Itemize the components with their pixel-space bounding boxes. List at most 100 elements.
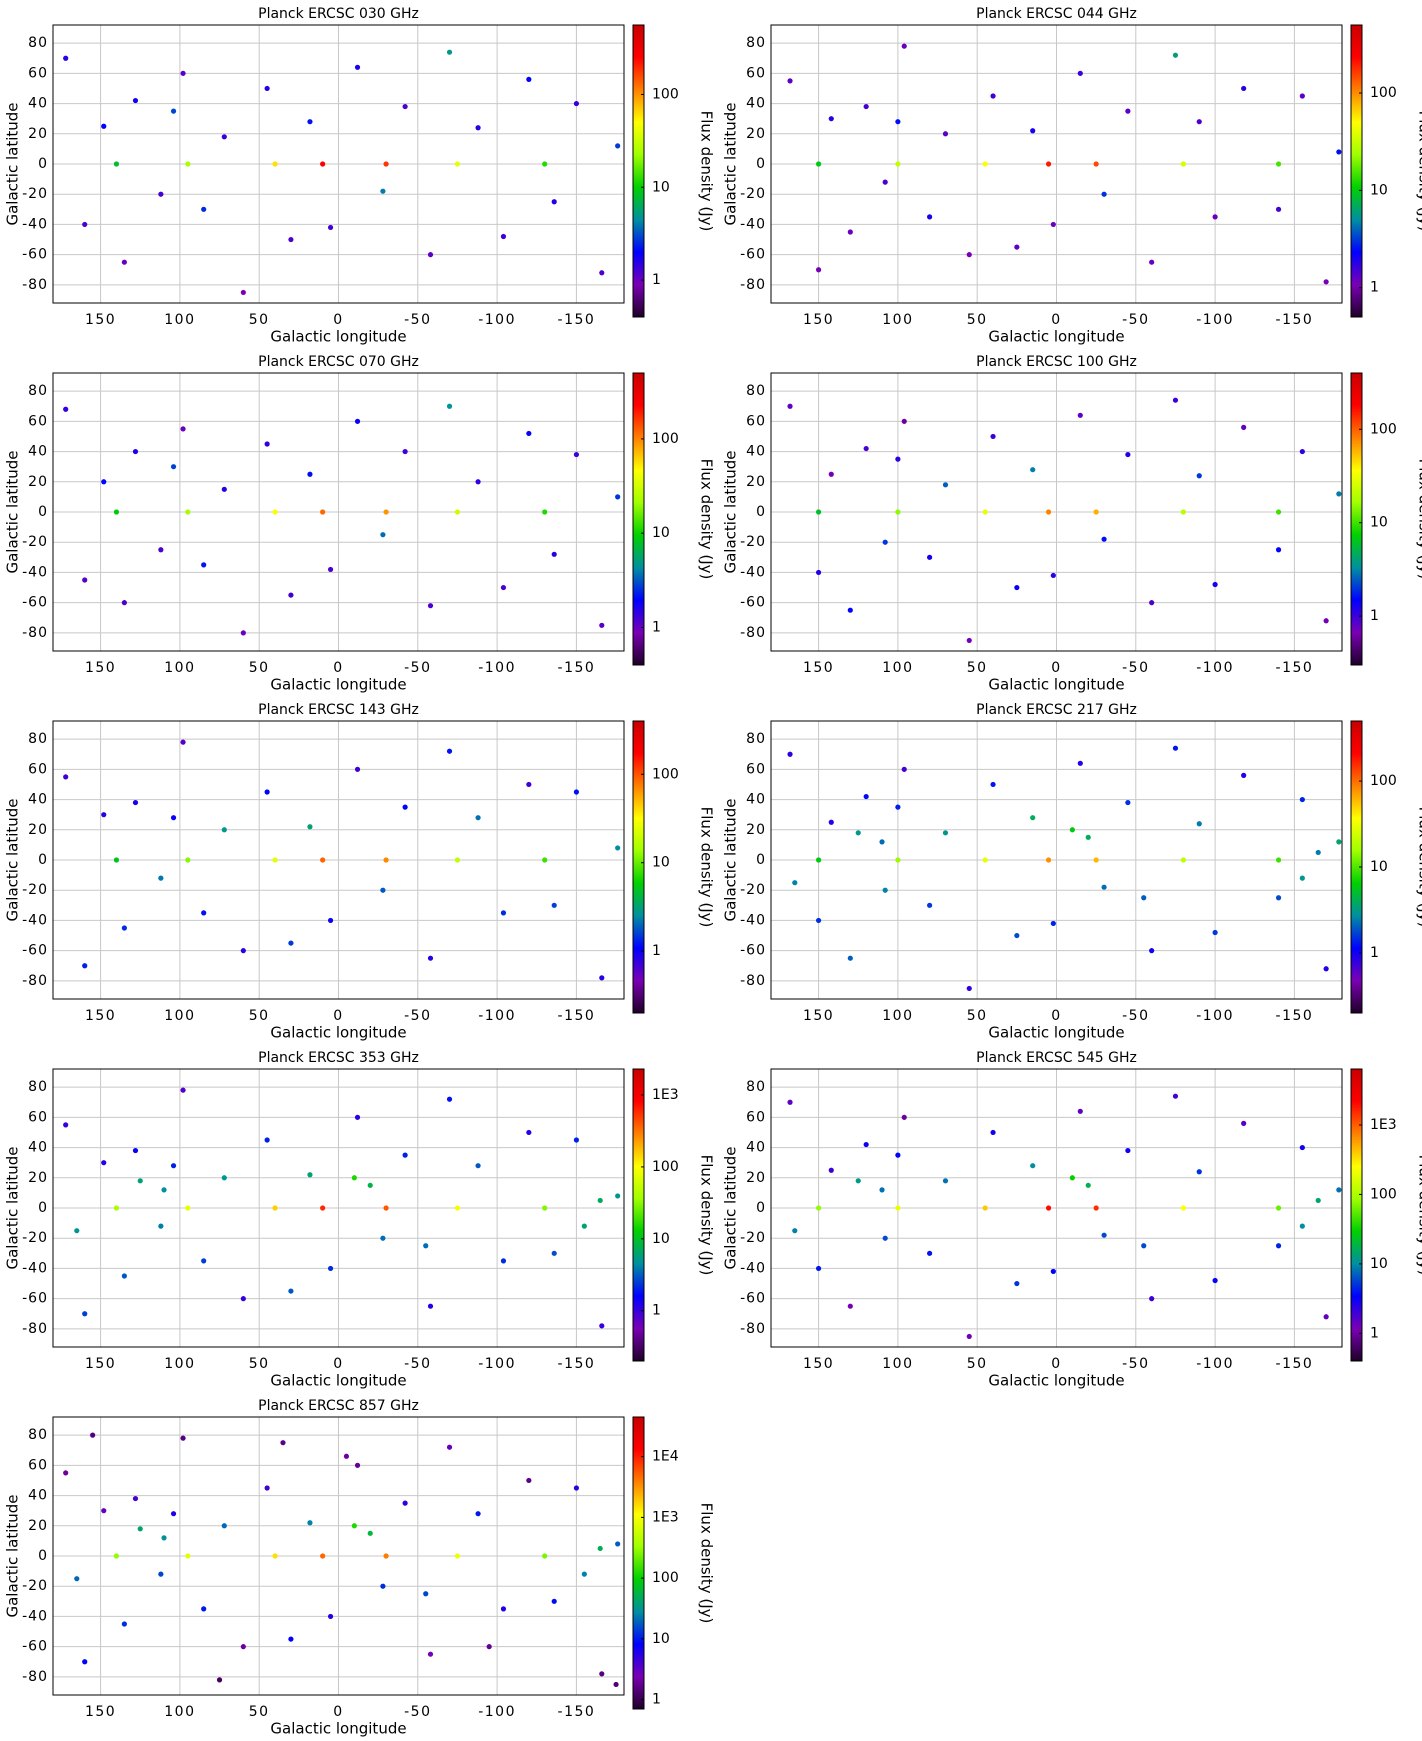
colorbar-tick-label: 10 [652, 525, 670, 541]
source-point [185, 161, 190, 166]
source-point [1094, 857, 1099, 862]
source-point [1241, 86, 1246, 91]
source-point [288, 237, 293, 242]
y-tick-label: -80 [22, 1321, 48, 1337]
y-tick-label: 60 [28, 761, 48, 777]
chart-title: Planck ERCSC 100 GHz [976, 354, 1137, 370]
x-tick-label: -50 [404, 1356, 431, 1372]
source-point [1300, 449, 1305, 454]
y-axis-label: Galactic latitude [4, 450, 22, 573]
source-point [1324, 966, 1329, 971]
colorbar-tick-label: 100 [652, 1159, 679, 1175]
source-point [180, 1088, 185, 1093]
y-tick-label: -80 [22, 277, 48, 293]
source-point [455, 857, 460, 862]
source-point [265, 1137, 270, 1142]
y-tick-label: 20 [28, 126, 48, 142]
source-point [1149, 948, 1154, 953]
x-tick-label: -150 [1276, 660, 1314, 676]
source-point [1316, 850, 1321, 855]
y-tick-label: -40 [22, 912, 48, 928]
source-point [1101, 192, 1106, 197]
source-point [307, 1520, 312, 1525]
source-point [902, 419, 907, 424]
colorbar-label: Flux density (Jy) [698, 111, 716, 232]
y-tick-label: -80 [740, 277, 766, 293]
y-tick-label: 40 [28, 1140, 48, 1156]
source-point [158, 192, 163, 197]
y-axis-label: Galactic latitude [4, 102, 22, 225]
x-axis-label: Galactic longitude [270, 1024, 406, 1042]
y-tick-label: -60 [740, 247, 766, 263]
source-point [63, 56, 68, 61]
x-tick-label: 50 [967, 1008, 988, 1024]
source-point [101, 812, 106, 817]
source-point [122, 600, 127, 605]
source-point [1125, 109, 1130, 114]
y-tick-label: -60 [740, 943, 766, 959]
colorbar [1351, 373, 1362, 665]
x-tick-label: -50 [404, 1008, 431, 1024]
colorbar [1351, 25, 1362, 317]
source-point [133, 449, 138, 454]
source-point [1300, 797, 1305, 802]
source-point [380, 888, 385, 893]
source-point [487, 1644, 492, 1649]
source-point [1300, 876, 1305, 881]
chart-title: Planck ERCSC 143 GHz [258, 702, 419, 718]
source-point [883, 180, 888, 185]
source-point [355, 65, 360, 70]
source-point [1300, 93, 1305, 98]
source-point [967, 638, 972, 643]
source-point [829, 820, 834, 825]
source-point [816, 570, 821, 575]
source-point [158, 547, 163, 552]
source-point [1046, 1205, 1051, 1210]
x-tick-label: -100 [1196, 1356, 1234, 1372]
source-point [582, 1572, 587, 1577]
source-point [63, 407, 68, 412]
y-tick-label: 0 [756, 852, 766, 868]
source-point [180, 1436, 185, 1441]
x-tick-label: 0 [1051, 1356, 1061, 1372]
source-point [475, 1511, 480, 1516]
source-point [241, 948, 246, 953]
source-point [222, 1523, 227, 1528]
source-point [185, 509, 190, 514]
source-point [1316, 1198, 1321, 1203]
source-point [816, 1205, 821, 1210]
y-tick-label: -20 [740, 186, 766, 202]
source-point [403, 449, 408, 454]
source-point [1276, 857, 1281, 862]
source-point [895, 161, 900, 166]
source-point [829, 1168, 834, 1173]
source-point [380, 189, 385, 194]
y-tick-label: -20 [740, 534, 766, 550]
source-point [180, 71, 185, 76]
source-point [63, 1122, 68, 1127]
x-axis-label: Galactic longitude [988, 328, 1124, 346]
source-point [816, 857, 821, 862]
colorbar-tick-label: 100 [1370, 773, 1397, 789]
source-point [265, 86, 270, 91]
source-point [1173, 1094, 1178, 1099]
y-tick-label: 80 [28, 1079, 48, 1095]
source-point [352, 1175, 357, 1180]
x-tick-label: -50 [1122, 1356, 1149, 1372]
source-point [201, 562, 206, 567]
source-point [241, 290, 246, 295]
source-point [990, 1130, 995, 1135]
source-point [895, 457, 900, 462]
source-point [447, 1097, 452, 1102]
colorbar [633, 1069, 644, 1361]
y-tick-label: 0 [756, 156, 766, 172]
source-point [848, 608, 853, 613]
colorbar-tick-label: 10 [652, 1231, 670, 1247]
source-point [101, 124, 106, 129]
source-point [288, 1288, 293, 1293]
source-point [1336, 839, 1341, 844]
colorbar-label: Flux density (Jy) [698, 807, 716, 928]
source-point [792, 880, 797, 885]
colorbar-label: Flux density (Jy) [1416, 807, 1422, 928]
source-point [501, 1606, 506, 1611]
